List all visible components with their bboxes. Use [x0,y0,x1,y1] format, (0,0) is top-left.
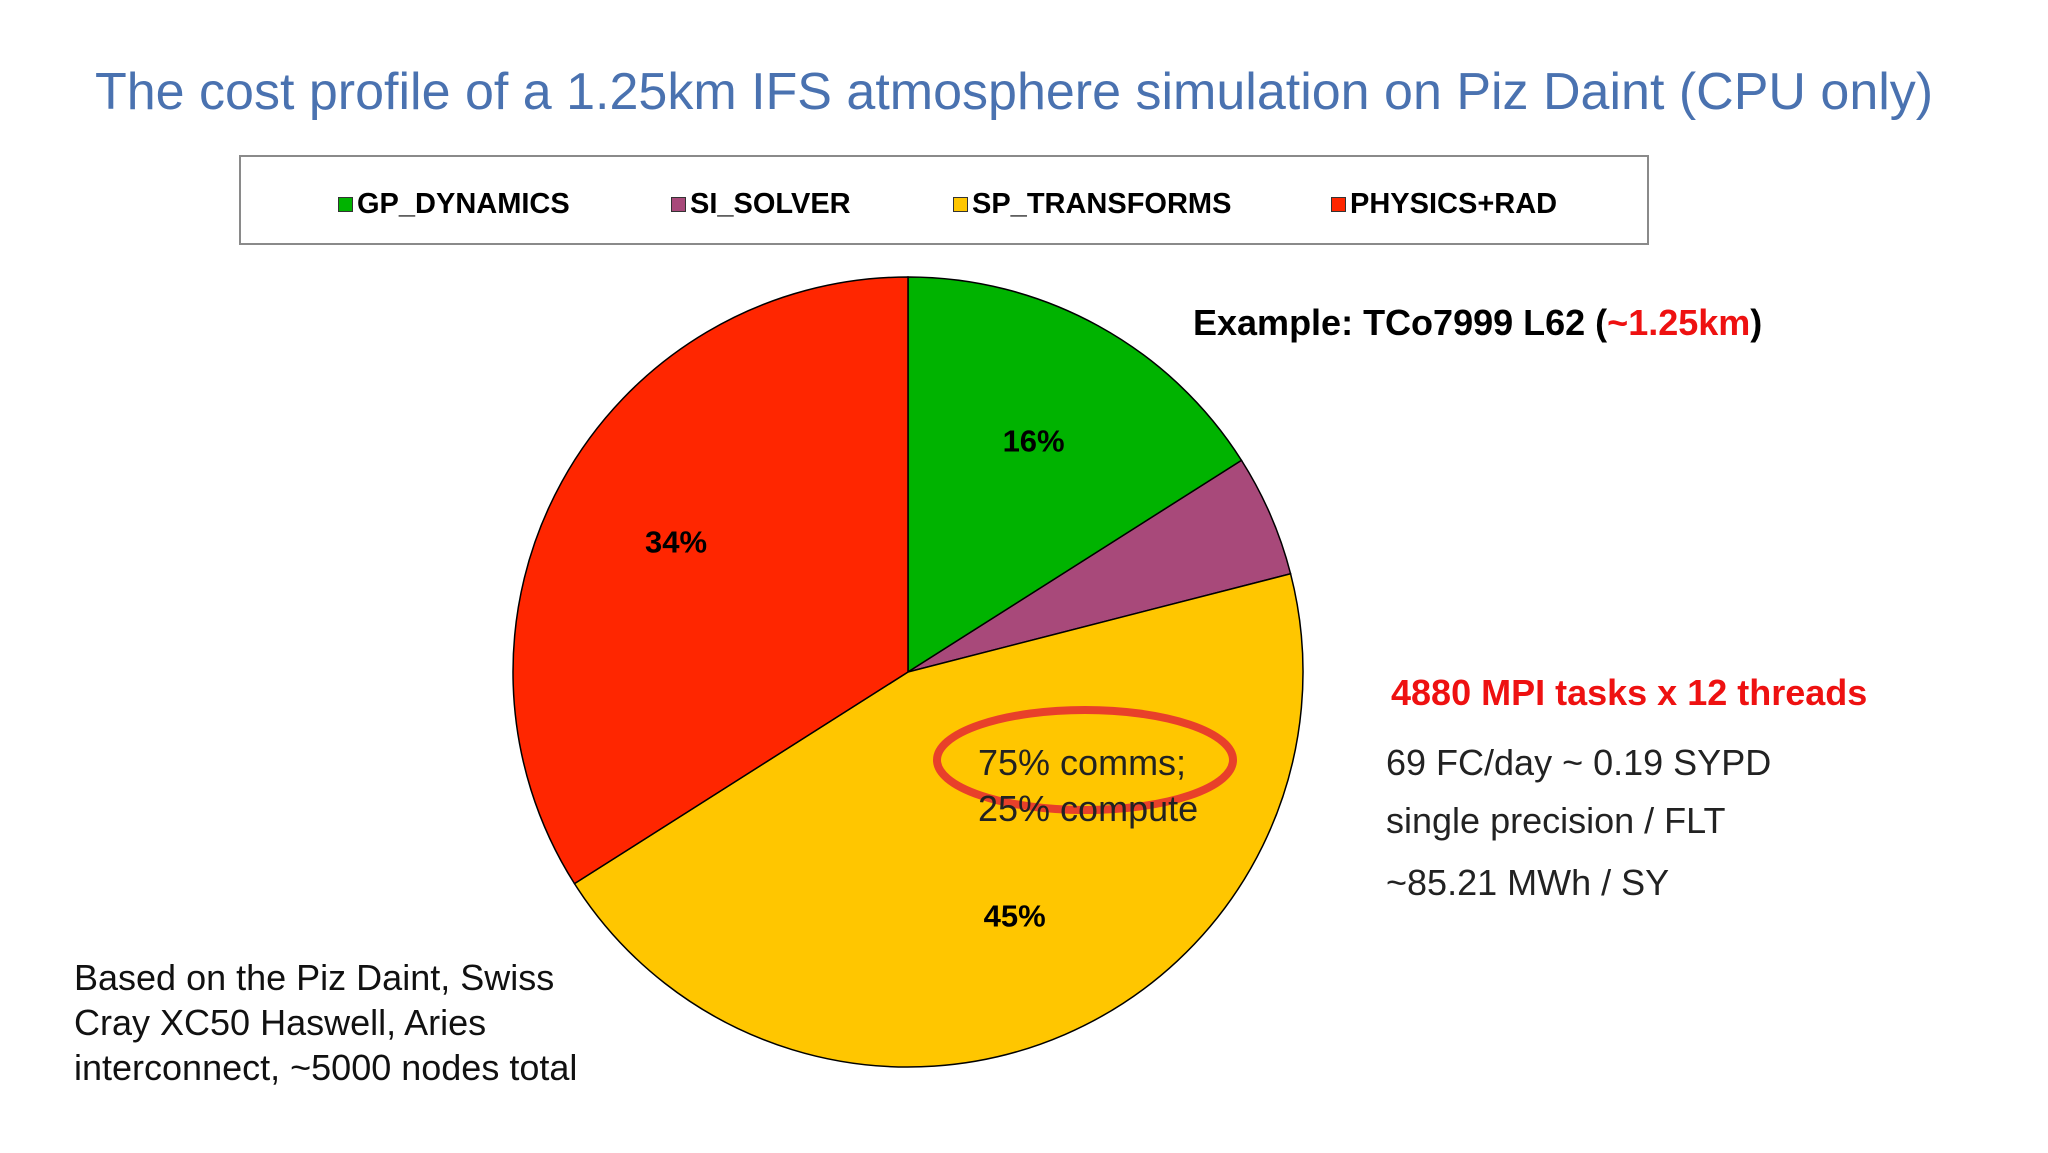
energy: ~85.21 MWh / SY [1386,862,1670,903]
chart-legend: GP_DYNAMICS SI_SOLVER SP_TRANSFORMS PHYS… [239,155,1649,245]
legend-label-si-solver: SI_SOLVER [690,187,851,220]
fc-per-day: 69 FC/day ~ 0.19 SYPD [1386,742,1772,783]
machine-line-3: interconnect, ~5000 nodes total [74,1047,578,1088]
legend-item-physics-rad: PHYSICS+RAD [1331,187,1558,220]
example-resolution: ~1.25km [1607,302,1751,343]
legend-swatch-sp-transforms [953,196,968,212]
legend-label-sp-transforms: SP_TRANSFORMS [972,187,1232,220]
pie-label-sp-transforms: 45% [984,899,1046,934]
legend-label-physics-rad: PHYSICS+RAD [1350,187,1558,220]
machine-description: Based on the Piz Daint, Swiss Cray XC50 … [74,955,694,1090]
pie-labels: 16% 45% 34% [645,424,1065,934]
precision: single precision / FLT [1386,800,1726,841]
machine-line-2: Cray XC50 Haswell, Aries [74,1002,487,1043]
example-prefix: Example: TCo7999 L62 ( [1193,302,1608,343]
pie-slice-physics-rad [512,276,909,885]
legend-swatch-si-solver [671,196,686,212]
legend-swatch-physics-rad [1331,196,1346,212]
pie-label-physics-rad: 34% [645,525,707,560]
pie-slice-gp-dynamics [907,276,1243,674]
pie-slice-sp-transforms [573,572,1304,1068]
mpi-tasks: 4880 MPI tasks x 12 threads [1391,672,1868,713]
pie-label-gp-dynamics: 16% [1003,424,1065,459]
example-config: Example: TCo7999 L62 (~1.25km) [1193,302,1762,344]
example-suffix: ) [1750,302,1763,343]
comms-note-line1: 75% comms; [978,742,1186,783]
machine-line-1: Based on the Piz Daint, Swiss [74,957,555,998]
legend-item-sp-transforms: SP_TRANSFORMS [953,187,1232,220]
page-title: The cost profile of a 1.25km IFS atmosph… [95,63,1934,121]
comms-note-line2: 25% compute [978,788,1198,829]
legend-item-gp-dynamics: GP_DYNAMICS [338,187,570,220]
legend-swatch-gp-dynamics [338,196,353,212]
legend-label-gp-dynamics: GP_DYNAMICS [357,187,570,220]
legend-item-si-solver: SI_SOLVER [671,187,851,220]
pie-slices [512,276,1304,1068]
highlight-ellipse [933,706,1237,814]
